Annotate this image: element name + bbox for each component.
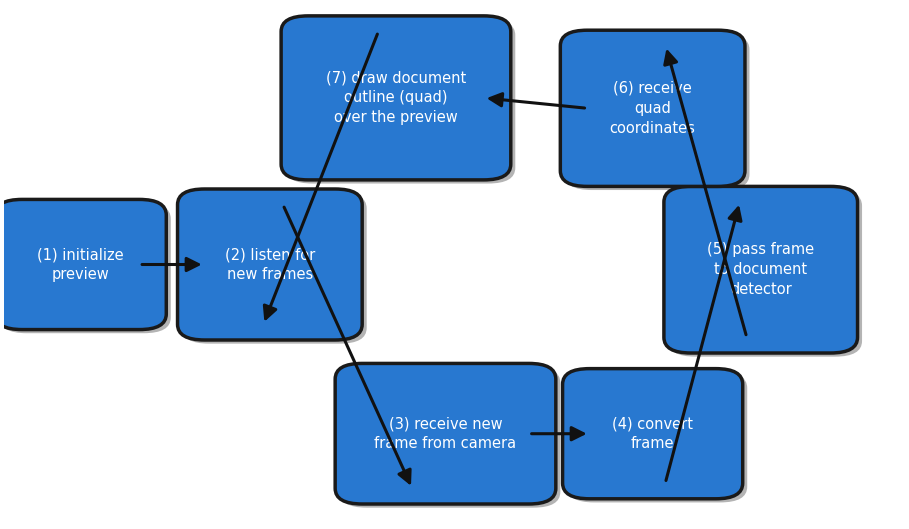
- Text: (4) convert
frame: (4) convert frame: [612, 416, 694, 451]
- FancyBboxPatch shape: [281, 16, 511, 180]
- Text: (5) pass frame
to document
detector: (5) pass frame to document detector: [707, 242, 814, 297]
- FancyBboxPatch shape: [0, 199, 166, 330]
- Text: (3) receive new
frame from camera: (3) receive new frame from camera: [375, 416, 516, 451]
- Text: (2) listen for
new frames: (2) listen for new frames: [225, 247, 315, 282]
- Text: (7) draw document
outline (quad)
over the preview: (7) draw document outline (quad) over th…: [325, 70, 466, 125]
- FancyBboxPatch shape: [177, 189, 362, 340]
- FancyBboxPatch shape: [567, 372, 747, 503]
- FancyBboxPatch shape: [563, 369, 743, 499]
- FancyBboxPatch shape: [285, 20, 515, 184]
- FancyBboxPatch shape: [668, 190, 862, 357]
- Text: (1) initialize
preview: (1) initialize preview: [37, 247, 124, 282]
- FancyBboxPatch shape: [664, 186, 857, 353]
- FancyBboxPatch shape: [340, 367, 560, 508]
- FancyBboxPatch shape: [0, 203, 171, 333]
- FancyBboxPatch shape: [564, 34, 749, 190]
- FancyBboxPatch shape: [335, 363, 555, 504]
- FancyBboxPatch shape: [560, 30, 745, 186]
- Text: (6) receive
quad
coordinates: (6) receive quad coordinates: [610, 81, 695, 135]
- FancyBboxPatch shape: [182, 193, 366, 344]
